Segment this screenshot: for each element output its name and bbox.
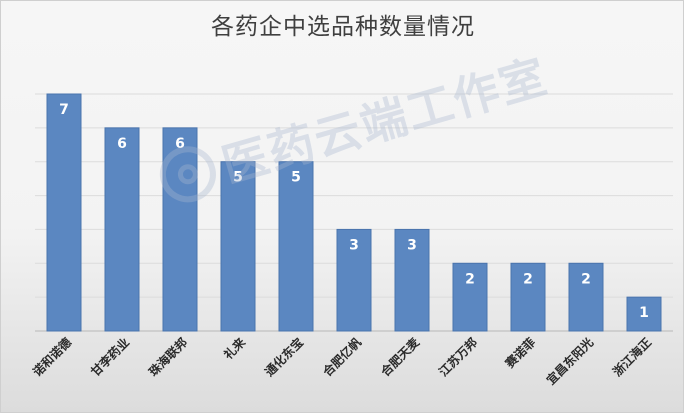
- x-tick-label: 江苏万邦: [436, 335, 481, 380]
- x-tick-label: 宜昌东阳光: [543, 335, 596, 388]
- x-tick-label: 合肥亿帆: [320, 335, 365, 380]
- x-tick-label: 合肥天麦: [378, 334, 423, 379]
- data-label: 2: [581, 271, 591, 287]
- bar: [510, 262, 546, 332]
- bar: [626, 296, 662, 332]
- bar: [46, 93, 82, 332]
- data-label: 2: [523, 271, 533, 287]
- x-tick-label: 赛诺菲: [501, 335, 538, 372]
- bar: [220, 161, 256, 332]
- x-tick-label: 礼来: [221, 334, 249, 362]
- x-tick-label: 诺和诺德: [30, 335, 75, 380]
- bar: [452, 262, 488, 332]
- bar: [162, 127, 198, 332]
- bar: [104, 127, 140, 332]
- data-label: 6: [117, 136, 127, 152]
- bar: [394, 228, 430, 332]
- x-tick-label: 通化东宝: [262, 335, 307, 380]
- data-label: 6: [175, 136, 185, 152]
- bar: [336, 228, 372, 332]
- data-label: 3: [349, 237, 359, 253]
- x-tick-label: 甘李药业: [88, 335, 133, 380]
- x-tick-label: 珠海联邦: [146, 335, 191, 380]
- bar: [278, 161, 314, 332]
- data-label: 7: [59, 102, 69, 118]
- data-label: 3: [407, 237, 417, 253]
- x-tick-label: 浙江海正: [610, 335, 655, 380]
- data-label: 5: [291, 170, 301, 186]
- data-label: 2: [465, 271, 475, 287]
- data-label: 1: [639, 305, 649, 321]
- data-label: 5: [233, 170, 243, 186]
- bar: [568, 262, 604, 332]
- chart-title: 各药企中选品种数量情况: [211, 14, 475, 40]
